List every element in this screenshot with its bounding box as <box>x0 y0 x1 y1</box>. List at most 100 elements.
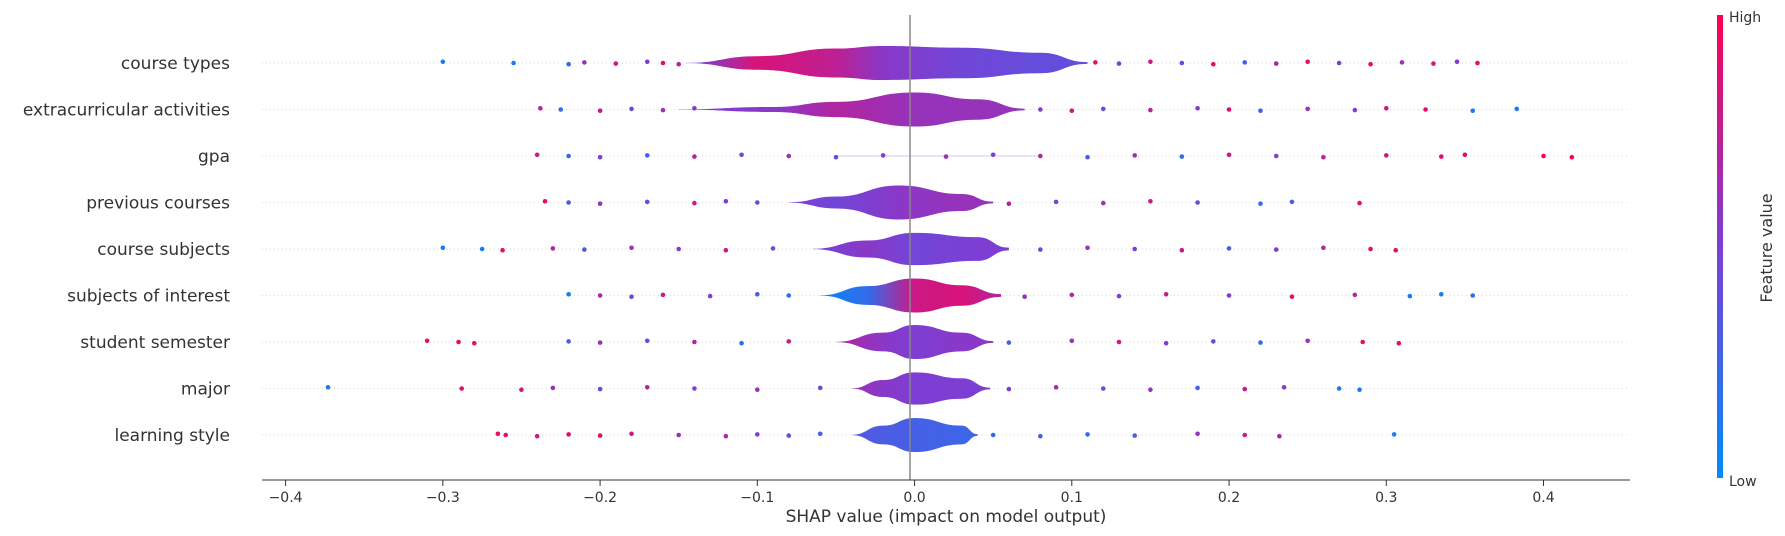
data-point <box>1069 338 1075 344</box>
data-point <box>1360 339 1365 345</box>
data-point <box>786 433 792 438</box>
data-point <box>500 247 505 253</box>
data-point <box>511 60 516 66</box>
feature-label: subjects of interest <box>67 287 230 307</box>
data-point <box>692 200 697 206</box>
data-point <box>1038 247 1043 252</box>
data-point <box>692 386 697 391</box>
data-point <box>817 431 823 437</box>
data-point <box>660 107 666 113</box>
feature-labels: course types extracurricular activities gp… <box>23 54 230 446</box>
data-point <box>1399 60 1405 65</box>
data-point <box>629 106 634 112</box>
data-point <box>755 292 760 297</box>
data-point <box>817 385 823 391</box>
data-point <box>1321 154 1326 160</box>
data-point <box>1321 245 1326 251</box>
violin-shape <box>835 325 994 359</box>
x-tick-label: 0.0 <box>903 490 925 506</box>
data-point <box>1132 153 1137 158</box>
data-point <box>597 293 603 298</box>
data-point <box>1439 154 1444 159</box>
data-point <box>629 294 634 300</box>
data-point <box>1357 387 1362 393</box>
data-point <box>1163 340 1169 346</box>
data-point <box>1352 292 1358 298</box>
data-point <box>566 339 571 344</box>
data-point <box>739 340 744 346</box>
data-point <box>833 154 839 160</box>
data-point <box>1273 153 1279 159</box>
data-point <box>1368 246 1373 252</box>
violin-shape <box>788 185 994 220</box>
data-point <box>1179 154 1185 159</box>
colorbar <box>1717 15 1723 478</box>
data-point <box>770 246 776 251</box>
x-tick-label: 0.4 <box>1532 490 1554 506</box>
data-point <box>644 199 650 205</box>
violin-shape <box>851 418 978 452</box>
data-point <box>1148 387 1153 393</box>
data-point <box>1439 292 1444 297</box>
data-point <box>597 108 603 113</box>
data-point <box>1116 61 1122 66</box>
data-point <box>1085 154 1090 160</box>
data-point <box>597 154 603 160</box>
data-point <box>755 387 760 393</box>
data-point <box>1093 60 1098 65</box>
data-point <box>1470 108 1476 113</box>
feature-label: previous courses <box>86 194 230 214</box>
x-axis-title: SHAP value (impact on model output) <box>786 507 1107 527</box>
data-point <box>660 292 666 298</box>
feature-label: extracurricular activities <box>23 101 230 121</box>
data-point <box>676 432 681 438</box>
data-point <box>558 107 564 112</box>
data-point <box>566 200 571 205</box>
data-point <box>1022 294 1027 300</box>
data-point <box>1148 59 1153 65</box>
x-tick-label: −0.3 <box>426 490 460 506</box>
data-point <box>538 106 543 111</box>
data-point <box>566 432 571 437</box>
feature-label: course subjects <box>97 240 230 260</box>
data-point <box>1514 106 1520 112</box>
data-point <box>597 201 603 206</box>
data-point <box>1116 339 1122 345</box>
data-point <box>550 385 556 391</box>
data-point <box>1053 385 1059 390</box>
data-point <box>1148 199 1153 204</box>
data-point <box>707 293 713 299</box>
data-point <box>1006 340 1012 345</box>
data-point <box>1407 293 1413 299</box>
feature-label: major <box>181 380 230 400</box>
data-point <box>1393 247 1399 253</box>
x-tick-label: −0.1 <box>740 490 774 506</box>
data-point <box>880 153 886 158</box>
data-point <box>1179 247 1185 253</box>
data-point <box>1132 433 1137 438</box>
data-point <box>597 386 603 392</box>
data-point <box>1226 293 1232 298</box>
data-point <box>1352 107 1358 113</box>
data-point <box>471 340 477 346</box>
data-point <box>534 152 540 158</box>
data-point <box>1195 385 1200 391</box>
violin-layer <box>678 46 1088 452</box>
data-point <box>786 153 792 159</box>
data-point <box>1242 60 1248 65</box>
data-point <box>440 59 446 65</box>
data-point <box>629 245 634 251</box>
data-point <box>456 339 461 345</box>
feature-label: learning style <box>114 426 230 446</box>
data-point <box>676 61 681 67</box>
data-point <box>1273 247 1279 252</box>
data-point <box>1006 201 1012 206</box>
data-point <box>424 338 430 344</box>
data-point <box>644 385 650 390</box>
data-point <box>1258 108 1263 113</box>
data-point <box>566 153 571 159</box>
data-point <box>1085 245 1090 251</box>
data-point <box>1273 61 1279 66</box>
data-point <box>582 247 587 252</box>
